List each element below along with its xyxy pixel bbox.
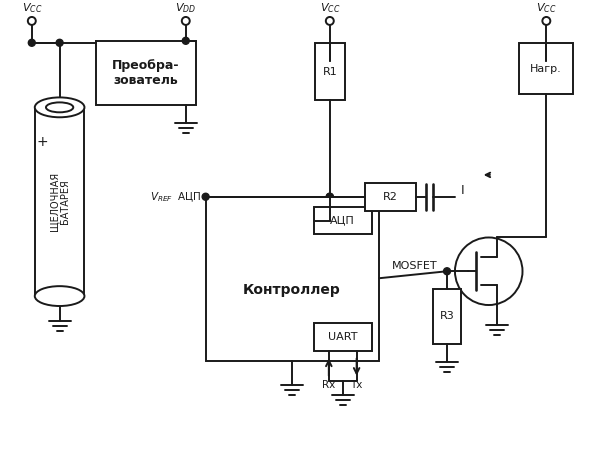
Bar bbox=[314, 323, 371, 351]
Text: Нагр.: Нагр. bbox=[529, 64, 561, 74]
Text: $V_{CC}$: $V_{CC}$ bbox=[22, 1, 42, 15]
Text: R2: R2 bbox=[383, 192, 398, 202]
Bar bbox=[518, 43, 573, 95]
Bar bbox=[315, 43, 344, 101]
Ellipse shape bbox=[35, 97, 85, 117]
Bar bbox=[97, 41, 196, 106]
Circle shape bbox=[28, 17, 36, 25]
Text: R1: R1 bbox=[322, 67, 337, 77]
Circle shape bbox=[542, 17, 550, 25]
Text: Контроллер: Контроллер bbox=[243, 283, 341, 297]
Text: $V_{REF}$  АЦП: $V_{REF}$ АЦП bbox=[150, 190, 202, 203]
Circle shape bbox=[182, 37, 189, 44]
Circle shape bbox=[56, 39, 63, 46]
Bar bbox=[314, 207, 371, 234]
Text: $V_{CC}$: $V_{CC}$ bbox=[536, 1, 557, 15]
Text: +: + bbox=[37, 135, 49, 149]
Circle shape bbox=[455, 238, 523, 305]
Text: Tx: Tx bbox=[350, 381, 363, 390]
Circle shape bbox=[326, 193, 333, 200]
Text: UART: UART bbox=[328, 332, 358, 342]
Text: MOSFET: MOSFET bbox=[391, 261, 437, 271]
Text: $V_{CC}$: $V_{CC}$ bbox=[320, 1, 340, 15]
Text: АЦП: АЦП bbox=[331, 216, 355, 226]
Text: $V_{DD}$: $V_{DD}$ bbox=[175, 1, 196, 15]
Circle shape bbox=[182, 17, 190, 25]
Circle shape bbox=[443, 268, 451, 275]
Text: Преобра-
зователь: Преобра- зователь bbox=[112, 58, 180, 86]
Bar bbox=[433, 289, 461, 344]
Ellipse shape bbox=[35, 286, 85, 306]
Bar bbox=[206, 197, 379, 361]
Bar bbox=[365, 183, 416, 211]
Circle shape bbox=[182, 39, 189, 46]
Text: I: I bbox=[461, 184, 465, 197]
Text: ЩЕЛОЧНАЯ
БАТАРЕЯ: ЩЕЛОЧНАЯ БАТАРЕЯ bbox=[49, 172, 70, 231]
Text: Rx: Rx bbox=[322, 381, 335, 390]
Ellipse shape bbox=[46, 102, 73, 112]
Text: R3: R3 bbox=[440, 311, 454, 321]
Circle shape bbox=[202, 193, 209, 200]
Circle shape bbox=[326, 193, 333, 200]
Circle shape bbox=[326, 17, 334, 25]
Circle shape bbox=[28, 39, 35, 46]
